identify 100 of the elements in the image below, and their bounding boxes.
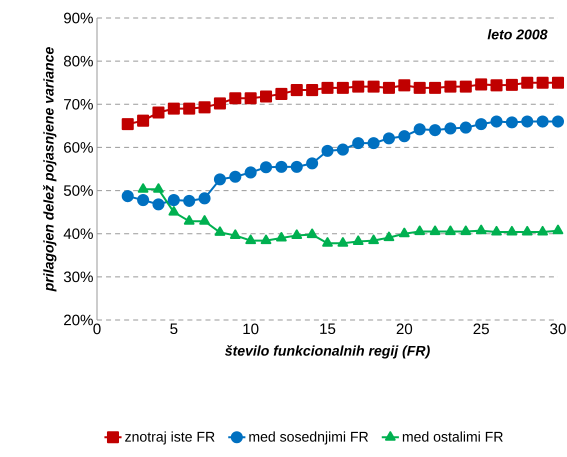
y-tick-label: 80%	[64, 56, 93, 66]
point	[183, 102, 196, 115]
point	[414, 82, 426, 94]
legend-label: med ostalimi FR	[402, 431, 503, 442]
point	[352, 137, 364, 150]
point	[398, 130, 410, 142]
point	[122, 118, 134, 130]
point	[214, 97, 226, 110]
legend-label: znotraj iste FR	[125, 431, 215, 445]
x-tick-label: 20	[396, 324, 412, 334]
point	[260, 90, 272, 103]
y-tick-label: 40%	[64, 228, 93, 240]
x-tick-label: 0	[93, 324, 101, 334]
point	[183, 194, 196, 207]
y-tick-label: 90%	[64, 12, 93, 24]
point	[490, 79, 503, 92]
point	[321, 82, 334, 94]
point	[122, 190, 134, 202]
point	[229, 170, 242, 183]
point	[199, 215, 210, 225]
x-axis-title: število funkcionalnih regij (FR)	[224, 345, 430, 359]
point	[276, 232, 287, 242]
point	[490, 116, 503, 128]
legend-label: med sosednjimi FR	[249, 431, 368, 445]
point	[537, 226, 548, 236]
point	[398, 228, 410, 238]
y-tick-label: 20%	[64, 314, 93, 326]
point	[338, 237, 348, 247]
point	[260, 161, 272, 174]
point	[475, 118, 488, 130]
point	[384, 232, 394, 242]
point	[336, 82, 349, 94]
point	[214, 226, 226, 236]
point	[260, 234, 272, 244]
point	[491, 226, 502, 236]
x-tick-label: 25	[474, 324, 489, 334]
y-tick-label: 60%	[64, 142, 93, 153]
point	[244, 92, 257, 104]
point	[414, 226, 426, 236]
point	[230, 229, 241, 239]
point	[460, 80, 472, 93]
point	[290, 160, 303, 173]
point	[352, 80, 364, 93]
point	[429, 82, 442, 94]
point	[214, 173, 226, 186]
point	[198, 101, 211, 114]
point	[521, 76, 534, 89]
point	[445, 226, 456, 236]
point	[153, 183, 164, 193]
y-axis-title: prilagojen delež pojasnjene variance	[42, 47, 56, 292]
point	[306, 228, 318, 238]
point	[138, 183, 148, 193]
point	[245, 234, 256, 244]
x-tick-label: 5	[170, 324, 178, 334]
point	[168, 102, 180, 115]
point	[506, 226, 518, 236]
point	[275, 160, 288, 173]
point	[552, 76, 564, 89]
annotation: leto 2008	[488, 29, 548, 40]
point	[536, 76, 549, 89]
point	[321, 144, 334, 157]
point	[290, 84, 303, 96]
y-tick-label: 70%	[64, 98, 93, 110]
point	[275, 88, 288, 100]
point	[536, 116, 549, 128]
point	[429, 124, 442, 136]
point	[306, 157, 318, 170]
point	[184, 215, 195, 225]
point	[198, 192, 211, 204]
point	[430, 226, 440, 236]
point	[336, 144, 349, 156]
point	[368, 234, 379, 244]
y-tick-label: 50%	[64, 185, 93, 196]
point	[137, 114, 150, 127]
point	[168, 194, 180, 206]
point	[322, 237, 333, 247]
y-tick-label: 30%	[64, 272, 93, 282]
point	[476, 224, 487, 234]
point	[368, 80, 380, 93]
point	[306, 84, 318, 96]
point	[382, 132, 395, 144]
point	[414, 123, 426, 136]
point	[168, 206, 180, 216]
point	[352, 235, 364, 245]
point	[460, 122, 472, 134]
point	[552, 116, 564, 128]
point	[522, 226, 533, 236]
point	[152, 106, 164, 119]
point	[460, 226, 472, 236]
point	[506, 116, 518, 128]
point	[444, 80, 456, 93]
point	[368, 137, 380, 150]
point	[398, 79, 410, 92]
point	[552, 224, 564, 234]
point	[291, 229, 302, 239]
x-tick-label: 30	[550, 324, 566, 334]
point	[444, 122, 456, 134]
point	[244, 166, 257, 178]
x-tick-label: 10	[243, 324, 258, 334]
point	[521, 116, 534, 128]
